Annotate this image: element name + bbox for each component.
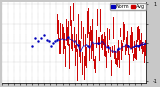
Legend: Norm, Avg: Norm, Avg [110,3,146,10]
